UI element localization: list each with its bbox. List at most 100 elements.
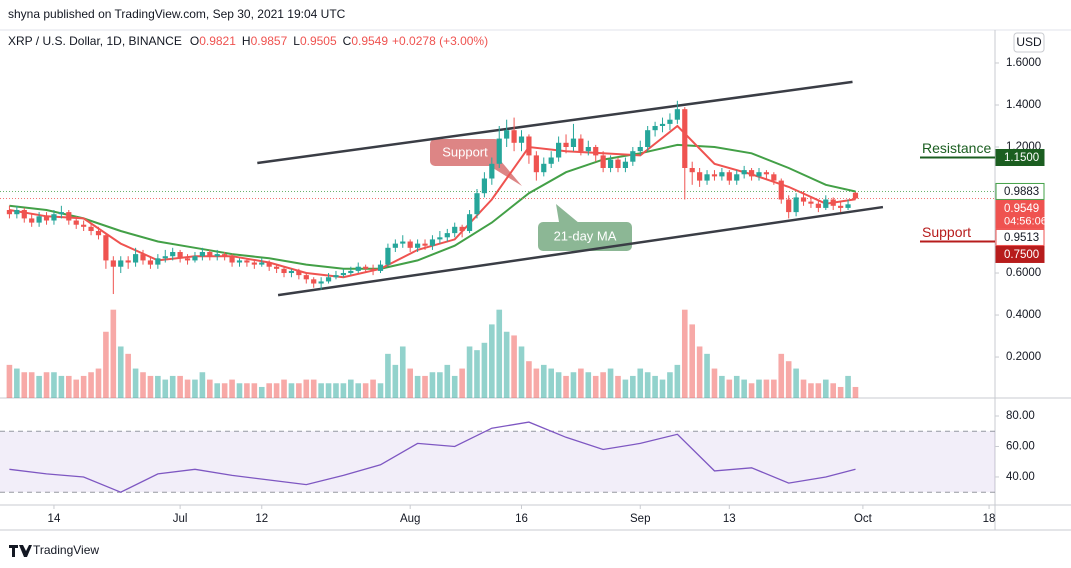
ohlc-label: H xyxy=(242,34,251,48)
currency-box[interactable] xyxy=(1013,32,1045,53)
price-box-label: 0.9549 xyxy=(1004,203,1039,215)
candle-body xyxy=(533,155,539,173)
candle-body xyxy=(222,254,228,257)
candle-body xyxy=(140,254,146,261)
candle-body xyxy=(429,239,436,246)
callout-text: Support xyxy=(442,144,488,159)
volume-bar xyxy=(437,372,443,398)
volume-bar xyxy=(258,386,265,398)
volume-bar xyxy=(125,353,131,398)
volume-bar xyxy=(214,383,221,398)
volume-bar xyxy=(748,383,755,398)
ohlc-value: 0.9549 xyxy=(351,34,388,48)
candle-body xyxy=(370,268,376,271)
candle-body xyxy=(570,138,577,147)
candle-body xyxy=(259,262,265,265)
volume-bar xyxy=(459,368,465,398)
volume-bar xyxy=(21,372,28,398)
candle-body xyxy=(756,172,762,177)
candle-body xyxy=(711,174,718,177)
volume-bar xyxy=(207,379,213,398)
volume-bar xyxy=(303,379,310,398)
price-box xyxy=(995,245,1045,263)
candle-body xyxy=(273,266,280,269)
volume-bar xyxy=(236,383,243,398)
volume-bar xyxy=(533,368,540,398)
candle-body xyxy=(318,281,324,284)
callout-support: Support xyxy=(430,139,522,186)
volume-bar xyxy=(348,379,354,398)
price-box xyxy=(995,182,1045,200)
volume-bar xyxy=(451,375,458,398)
volume-bar xyxy=(273,383,280,398)
candle-body xyxy=(43,216,50,221)
level-name: Support xyxy=(922,224,971,240)
volume-bar xyxy=(110,309,117,398)
volume-bar xyxy=(563,375,569,398)
volume-bar xyxy=(689,324,696,398)
x-tick-label: 18 xyxy=(983,513,996,525)
candle-body xyxy=(452,226,458,234)
ohlc-label: L xyxy=(293,34,300,48)
candle-body xyxy=(719,172,725,177)
volume-bar xyxy=(51,372,57,398)
candle-body xyxy=(110,260,116,267)
candle-body xyxy=(786,199,792,213)
brand[interactable]: TradingView xyxy=(9,543,99,557)
candle-body xyxy=(58,212,64,215)
candle-body xyxy=(214,254,220,257)
candle-body xyxy=(748,170,755,177)
price-box xyxy=(995,148,1045,166)
volume-bar xyxy=(429,372,436,398)
volume-bar xyxy=(518,346,525,398)
candle-body xyxy=(251,262,257,265)
price-countdown: 04:56:06 xyxy=(1004,215,1047,227)
candle-body xyxy=(474,193,480,215)
candle-body xyxy=(504,130,510,139)
volume-bar xyxy=(733,375,740,398)
volume-bar xyxy=(65,375,72,398)
callout-box xyxy=(430,139,500,166)
volume-bar xyxy=(578,368,584,398)
candle-body xyxy=(36,216,42,223)
volume-bar xyxy=(644,372,651,398)
published-line: shyna published on TradingView.com, Sep … xyxy=(8,7,346,21)
volume-bar xyxy=(392,364,399,398)
candle-body xyxy=(578,138,584,152)
candle-body xyxy=(741,170,747,175)
candle-body xyxy=(823,199,829,208)
volume-bar xyxy=(155,375,161,398)
volume-bar xyxy=(296,383,302,398)
volume-bar xyxy=(570,372,577,398)
candle-body xyxy=(170,252,176,257)
candle-body xyxy=(348,270,354,274)
volume-bar xyxy=(221,383,228,398)
y-tick-label: 1.4000 xyxy=(1006,99,1041,111)
candle-body xyxy=(526,136,532,156)
volume-bar xyxy=(28,372,35,398)
change: +0.0278 (+3.00%) xyxy=(392,34,488,48)
volume-bar xyxy=(310,379,317,398)
candle-body xyxy=(340,273,346,276)
volume-bar xyxy=(607,368,614,398)
volume-bar xyxy=(251,383,258,398)
candle-body xyxy=(778,180,784,200)
volume-bar xyxy=(36,375,42,398)
candle-body xyxy=(311,279,317,284)
rsi-tick-label: 40.00 xyxy=(1006,471,1035,483)
volume-bar xyxy=(496,309,503,398)
volume-bar xyxy=(830,383,837,398)
candle-body xyxy=(51,214,57,221)
ohlc-value: 0.9821 xyxy=(199,34,236,48)
candle-body xyxy=(125,260,131,263)
candle-body xyxy=(296,270,302,276)
candle-body xyxy=(355,266,361,271)
price-box-label: 1.1500 xyxy=(1004,152,1039,164)
volume-bar xyxy=(140,372,146,398)
volume-bar xyxy=(422,375,428,398)
volume-bar xyxy=(852,386,859,398)
volume-bar xyxy=(132,368,139,398)
candle-body xyxy=(162,256,168,259)
candle-body xyxy=(21,210,27,219)
volume-bar xyxy=(333,383,339,398)
